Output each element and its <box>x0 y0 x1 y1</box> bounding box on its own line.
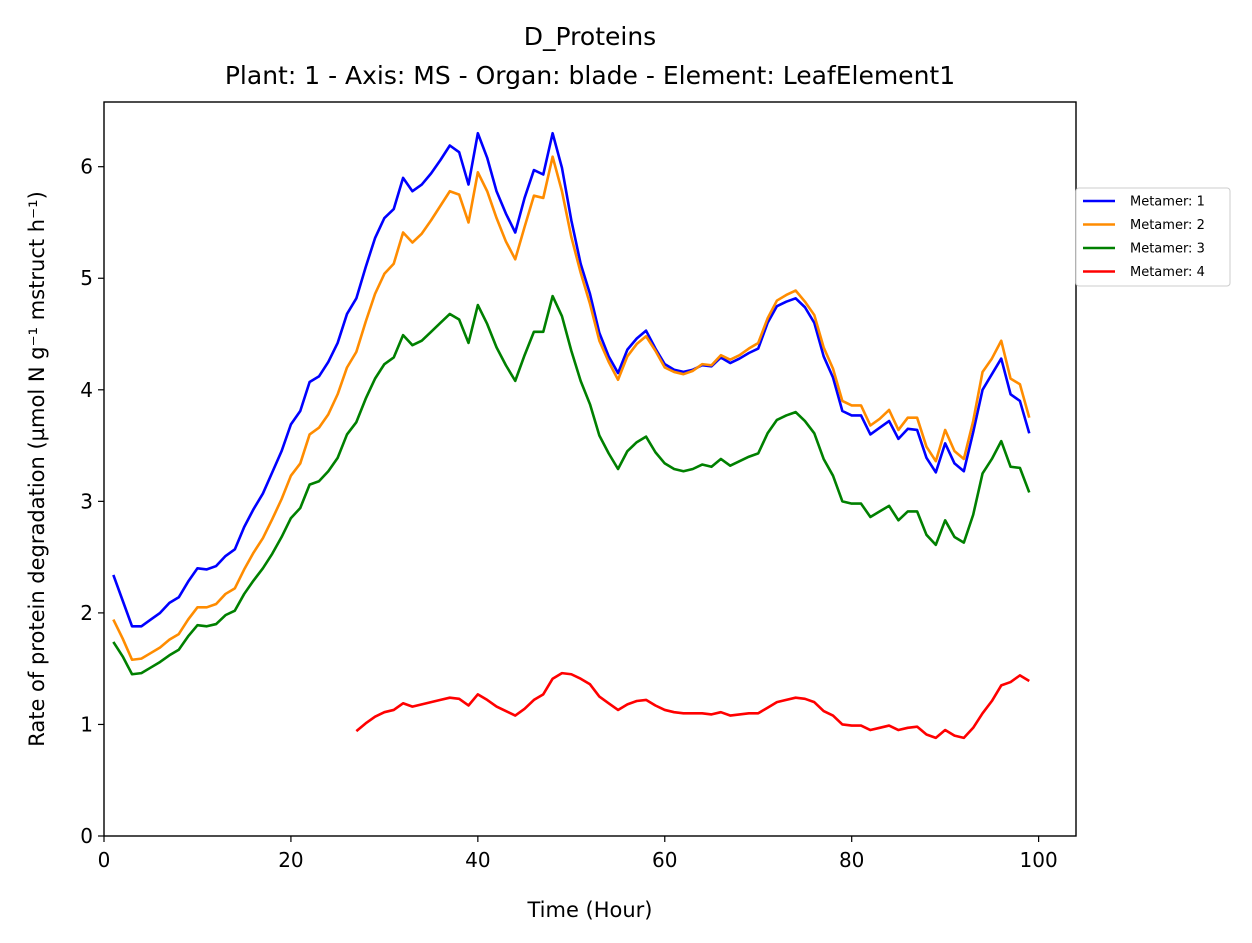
legend-label: Metamer: 3 <box>1130 242 1205 257</box>
x-tick-label: 0 <box>98 848 111 872</box>
x-tick-label: 60 <box>652 848 677 872</box>
chart-title: D_Proteins <box>524 22 656 51</box>
x-tick-label: 20 <box>278 848 303 872</box>
series-layer <box>112 131 1031 740</box>
series-line-metamer-1 <box>112 131 1031 628</box>
legend: Metamer: 1 Metamer: 2 Metamer: 3 Metamer: 4 <box>1075 187 1231 287</box>
legend-label: Metamer: 4 <box>1130 265 1205 280</box>
y-tick-label: 2 <box>80 601 93 625</box>
series-line-metamer-3 <box>112 294 1031 676</box>
y-tick-label: 0 <box>80 824 93 848</box>
x-tick-label: 40 <box>465 848 490 872</box>
y-tick-label: 1 <box>80 712 93 736</box>
legend-label: Metamer: 2 <box>1130 218 1205 233</box>
series-line-metamer-2 <box>112 155 1031 662</box>
series-line-metamer-4 <box>355 671 1030 740</box>
legend-label: Metamer: 1 <box>1130 195 1205 210</box>
y-axis-ticks: 0 1 2 3 4 5 6 <box>80 155 104 848</box>
chart-subtitle: Plant: 1 - Axis: MS - Organ: blade - Ele… <box>225 61 955 90</box>
y-tick-label: 6 <box>80 155 93 179</box>
y-axis-label: Rate of protein degradation (µmol N g⁻¹ … <box>25 191 49 747</box>
plot-frame <box>103 101 1077 837</box>
x-tick-label: 100 <box>1020 848 1058 872</box>
x-axis-ticks: 0 20 40 60 80 100 <box>98 836 1058 872</box>
y-tick-label: 4 <box>80 378 93 402</box>
y-tick-label: 5 <box>80 266 93 290</box>
x-axis-label: Time (Hour) <box>526 898 652 922</box>
legend-frame <box>1075 187 1231 287</box>
x-tick-label: 80 <box>839 848 864 872</box>
y-tick-label: 3 <box>80 489 93 513</box>
